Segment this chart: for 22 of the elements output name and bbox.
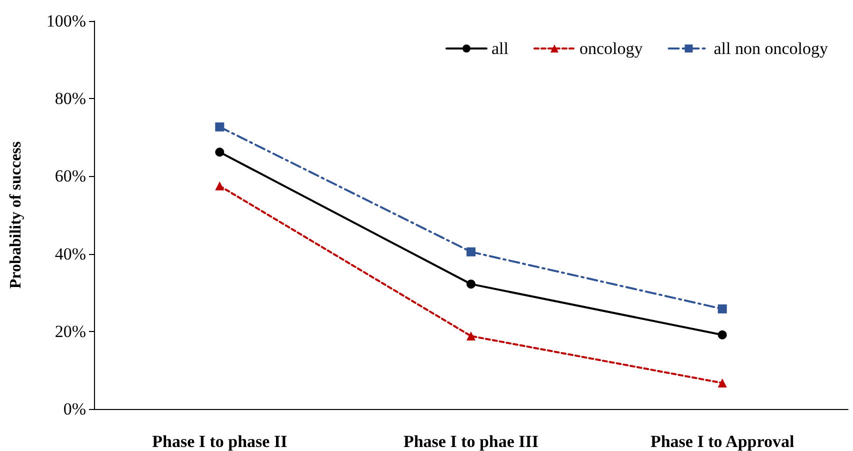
point [466,280,476,289]
y-tick-label: 0% [63,400,86,418]
x-tick-label: Phase I to phase II [152,432,288,451]
y-tick-label: 80% [54,89,86,108]
y-tick-label: 60% [54,166,86,186]
legend-label: all [491,39,509,58]
y-axis-title: Probability of success [8,141,24,289]
y-tick-label: 100% [46,12,86,30]
point [718,304,727,314]
x-tick-label: Phase I to Approval [650,432,794,451]
point [466,332,476,341]
point [215,181,224,190]
point [215,122,224,132]
point [718,330,727,340]
x-tick-label: Phase I to phae III [403,432,539,451]
point [718,378,727,388]
y-tick-label: 40% [54,244,86,264]
y-tick-label: 20% [54,322,86,341]
legend-label: all non oncology [714,39,828,58]
point [215,148,224,157]
legend-label: oncology [579,39,644,58]
point [466,247,476,256]
